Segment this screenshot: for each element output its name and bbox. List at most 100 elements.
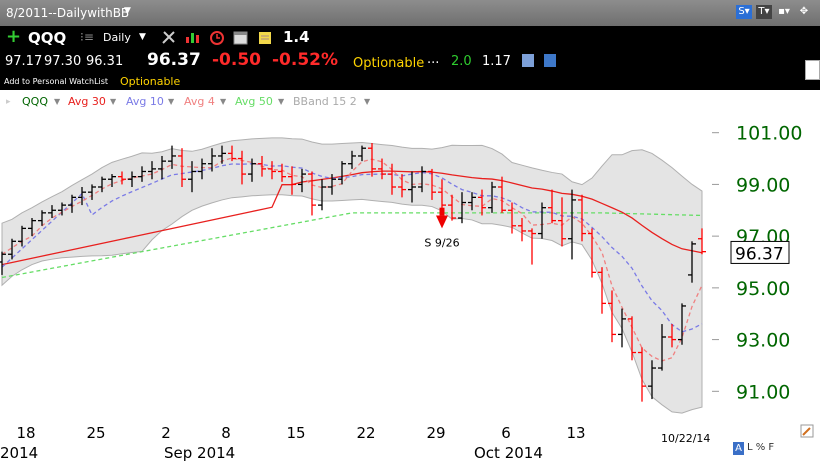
legend-avg50[interactable]: Avg 50 [235,95,273,108]
last-price-box [730,240,790,264]
ohlc-bar [638,347,646,402]
ohlc-bar [658,324,666,371]
ohlc-bar [668,324,676,348]
y-tick-label: 101.00 [736,123,802,145]
ohlc-bar [518,218,526,242]
move-handle-icon[interactable]: ✥ [799,6,809,17]
ohlc-bar [268,161,276,180]
beta-value: 1.4 [283,28,310,46]
ohlc-bar [288,166,296,195]
x-tick-day: 2 [161,424,171,442]
x-tick-day: 6 [501,424,511,442]
high-price: 97.30 [44,54,82,69]
ohlc-bar [378,158,386,180]
ohlc-bar [608,290,616,343]
open-price: 97.17 [5,54,43,69]
s-menu-button[interactable]: S▾ [736,5,752,19]
legend-avg4-dropdown-icon[interactable]: ▼ [220,97,227,106]
ohlc-bar [98,176,106,193]
ohlc-bar [178,148,186,187]
legend-bband-dropdown-icon[interactable]: ▼ [364,97,371,106]
ohlc-bar [308,171,316,216]
last-price: 96.37 [147,50,201,70]
ohlc-bar [588,228,596,278]
legend-avg10[interactable]: Avg 10 [126,95,164,108]
date-stamp: 10/22/14 [661,432,711,445]
sell-arrow-stem [439,207,445,216]
ohlc-bar [338,161,346,185]
tools-icon[interactable] [160,29,178,45]
x-tick-month: 2014 [0,444,38,462]
ohlc-bar [598,267,606,314]
price-change: -0.50 [212,50,261,70]
low-price: 96.31 [86,54,124,69]
legend-avg4[interactable]: Avg 4 [184,95,215,108]
ohlc-bar [358,145,366,162]
ohlc-bar [28,218,36,237]
ohlc-bar [58,202,66,216]
add-symbol-icon[interactable]: + [6,26,22,47]
avg30-line [1,170,703,266]
layout-menu-button[interactable]: ▪▾ [778,6,790,17]
legend-avg50-dropdown-icon[interactable]: ▼ [278,97,285,106]
database-icon[interactable] [522,54,534,67]
ohlc-bar [318,179,326,211]
optionable-sub-label: Optionable [120,75,181,88]
sell-arrow-icon [436,215,448,229]
add-to-watchlist-link[interactable]: Add to Personal WatchList [4,77,109,86]
symbol-list-icon[interactable]: ⁝≡ [80,30,94,44]
title-dropdown-icon[interactable]: ▼ [124,6,131,16]
calendar-icon[interactable] [232,29,250,45]
indicator-icon[interactable] [184,29,202,45]
scale-buttons[interactable]: L % F [747,442,775,453]
ohlc-bar [388,163,396,195]
auto-button[interactable]: A [733,442,744,455]
y-tick-label: 91.00 [736,381,790,403]
period-select[interactable]: Daily [103,31,131,44]
optionable-label: Optionable [353,56,425,71]
y-tick-label: 93.00 [736,330,790,352]
legend-avg10-dropdown-icon[interactable]: ▼ [168,97,175,106]
watchlist-bar: Add to Personal WatchList Optionable [0,75,820,90]
white-value: 1.17 [482,54,511,69]
x-tick-day: 15 [286,424,305,442]
more-dots[interactable]: ... [427,52,440,67]
save-icon[interactable] [544,54,556,67]
alarm-clock-icon[interactable] [208,29,226,45]
symbol-input[interactable]: QQQ [28,29,67,47]
symbol-toolbar: + QQQ ⁝≡ Daily ▼ 1.4 [0,26,820,48]
ohlc-bar [228,145,236,162]
ohlc-bar [88,184,96,200]
price-chart[interactable]: S 9/26101.0099.0097.0095.0093.0091.0096.… [0,112,820,464]
ohlc-bar [618,308,626,348]
ohlc-bar [578,194,586,242]
x-tick-day: 18 [16,424,35,442]
ohlc-bar [8,238,16,260]
ohlc-bar [508,202,516,234]
ohlc-bar [468,192,476,211]
legend-avg30-dropdown-icon[interactable]: ▼ [110,97,117,106]
ohlc-bar [108,174,116,187]
ohlc-bar [168,145,176,169]
ohlc-bar [128,171,136,187]
last-price-axis-label: 96.37 [735,244,784,264]
ohlc-bar [438,179,446,213]
legend-symbol[interactable]: QQQ [22,95,48,108]
note-icon[interactable] [256,29,274,45]
draw-pencil-icon[interactable] [800,424,814,438]
ohlc-bar [628,316,636,361]
t-menu-button[interactable]: T▾ [756,5,772,19]
legend-avg30[interactable]: Avg 30 [68,95,106,108]
ohlc-bar [208,148,216,172]
ohlc-bar [198,158,206,180]
legend-symbol-dropdown-icon[interactable]: ▼ [54,97,61,106]
ohlc-bar [0,251,6,275]
ohlc-bar [398,174,406,198]
ohlc-bar [538,202,546,239]
ohlc-bar [458,192,466,224]
ohlc-bar [698,228,706,255]
period-dropdown-icon[interactable]: ▼ [139,32,146,42]
legend-bband[interactable]: BBand 15 2 [293,95,357,108]
scrollbar-thumb[interactable] [805,60,820,80]
legend-expand-icon[interactable]: ▸ [6,97,11,107]
